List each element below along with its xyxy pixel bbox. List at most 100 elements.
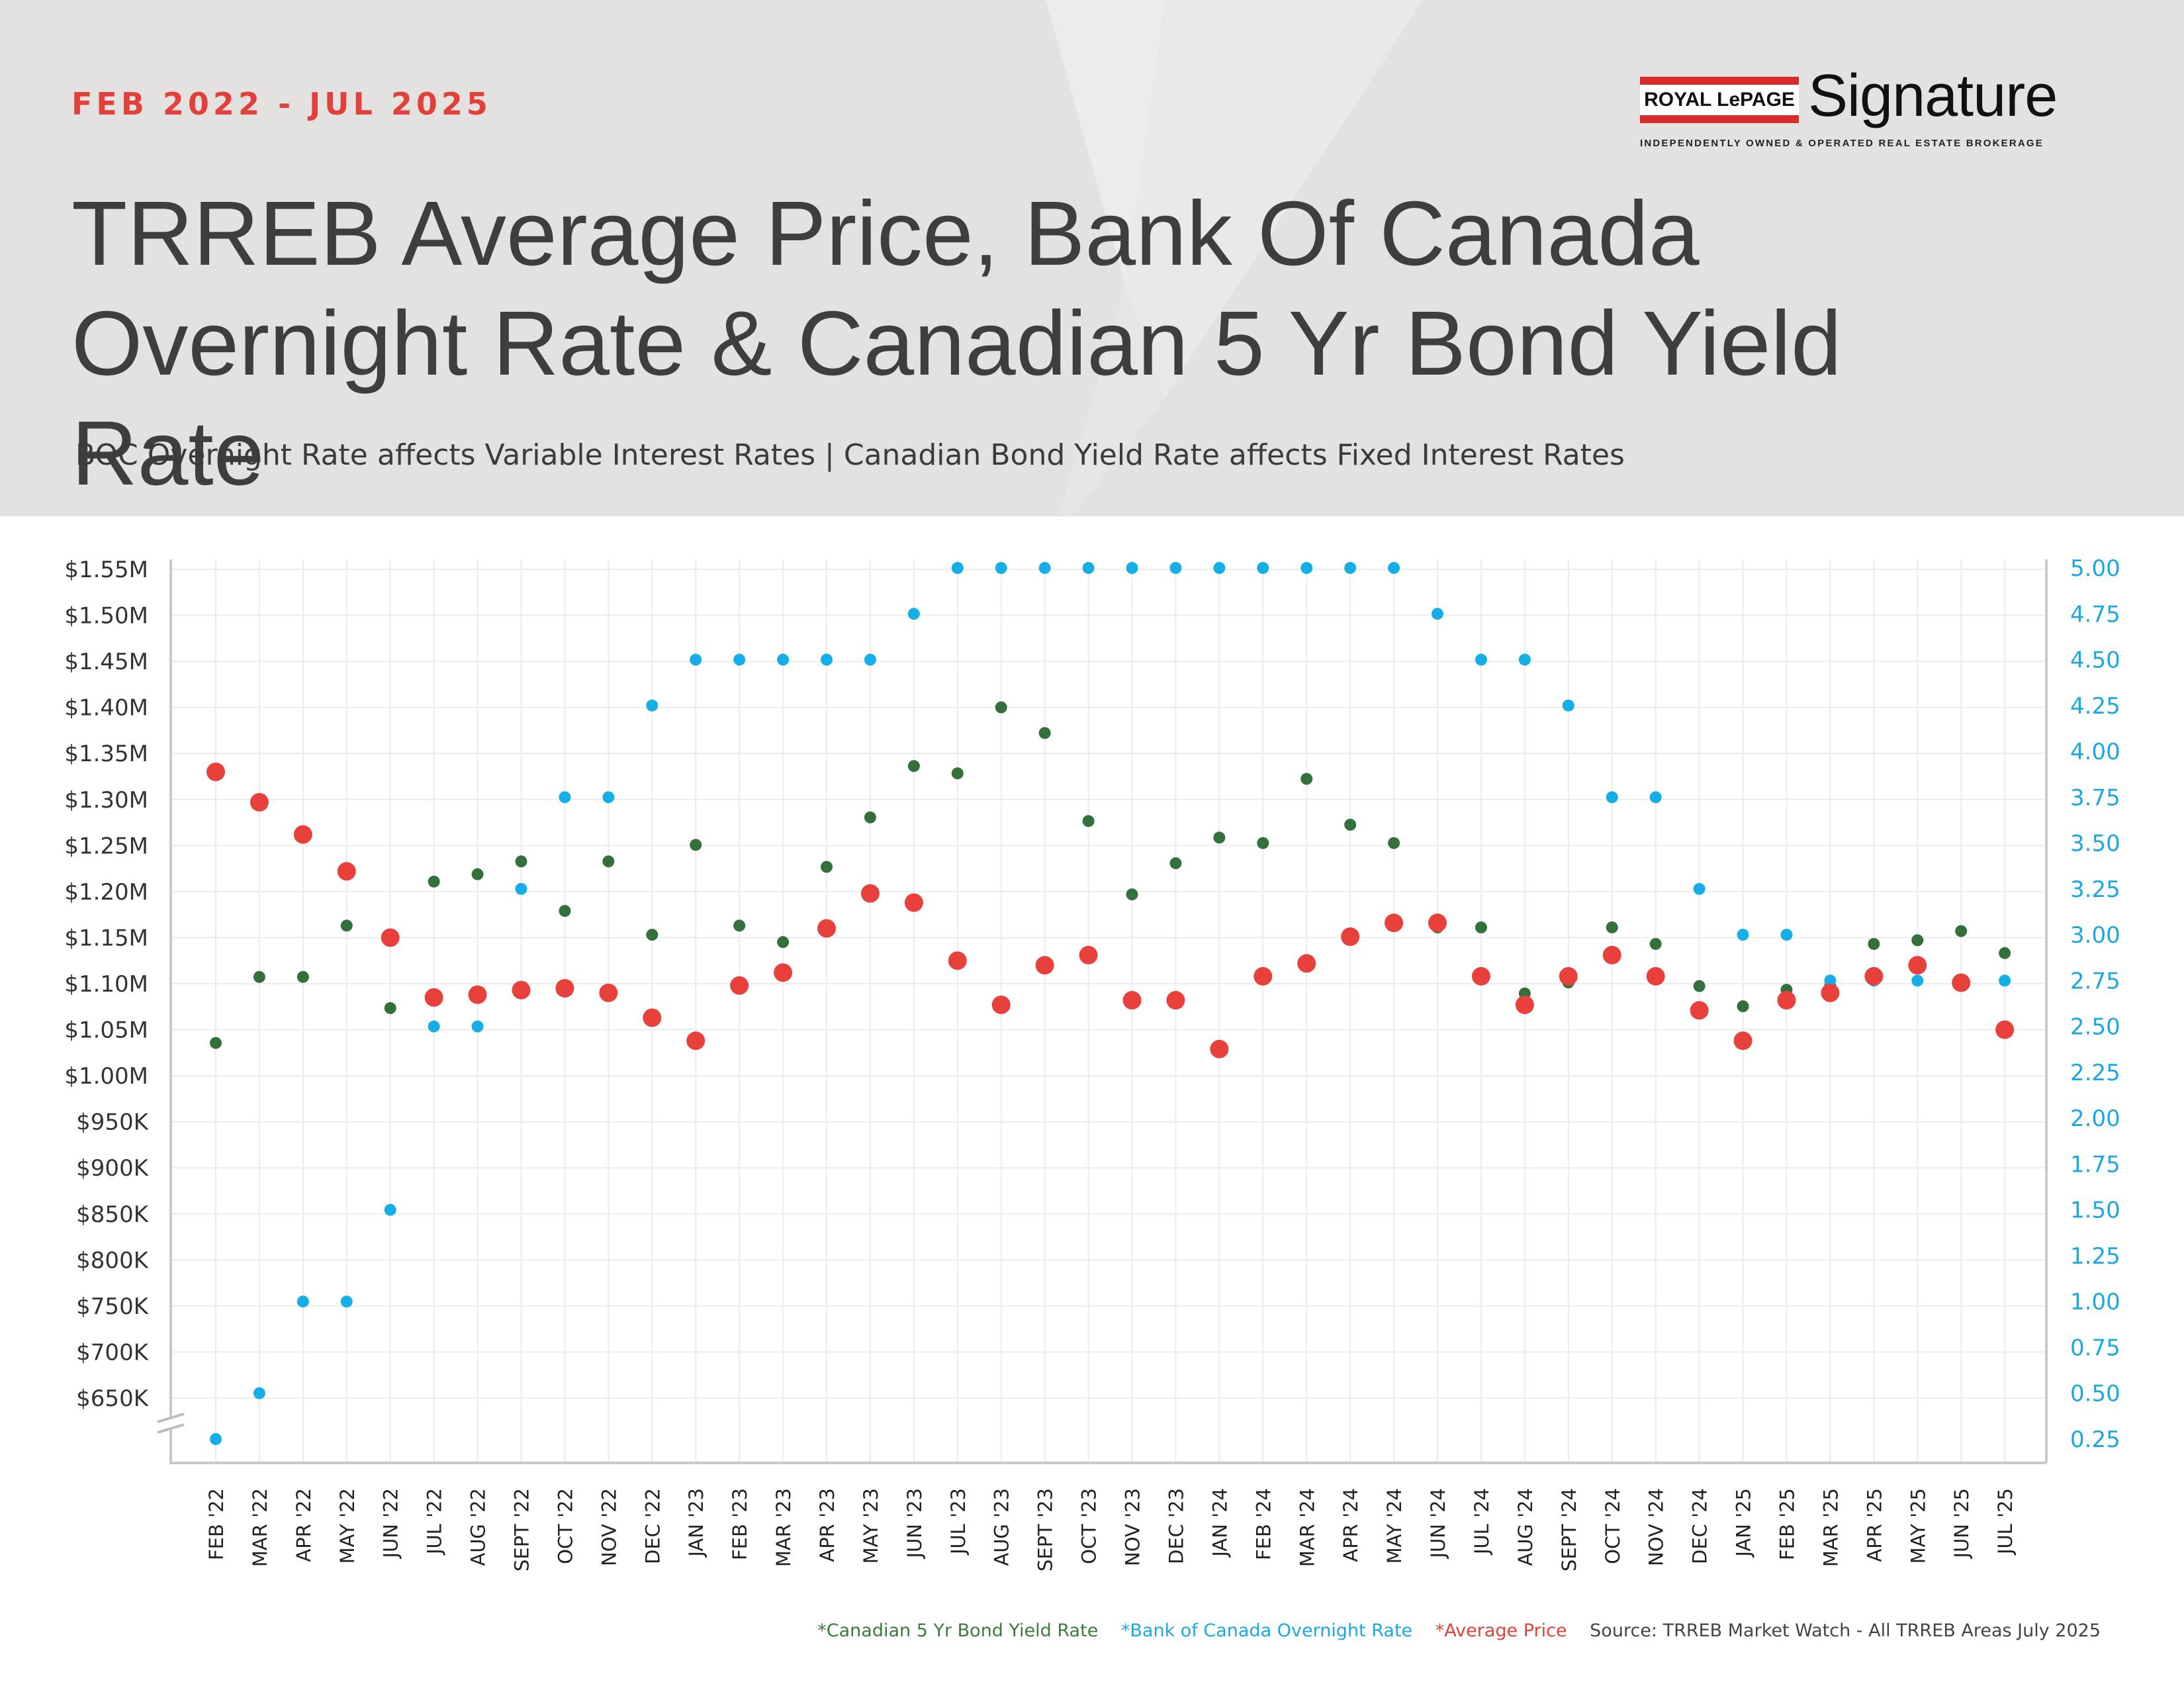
right-tick-label: 1.75 [2070, 1151, 2120, 1178]
average-price-point [1864, 966, 1884, 986]
average-price-point [1166, 991, 1185, 1010]
x-tick-label: JUL '23 [947, 1488, 970, 1556]
x-tick-label: NOV '24 [1645, 1488, 1668, 1566]
left-tick-label: $1.05M [64, 1017, 148, 1044]
x-tick-label: SEPT '24 [1558, 1488, 1580, 1571]
boc-rate-point [951, 562, 964, 574]
bond-yield-point [384, 1002, 396, 1014]
right-tick-label: 4.50 [2070, 647, 2120, 674]
average-price-point [1952, 973, 1971, 992]
bond-yield-point [646, 929, 659, 941]
bond-yield-point [690, 839, 702, 851]
x-tick-label: MAR '24 [1296, 1488, 1318, 1567]
average-price-point [1559, 966, 1578, 986]
boc-rate-point [690, 653, 702, 666]
average-price-point [1341, 927, 1360, 947]
bond-yield-point [1606, 921, 1618, 934]
axis-break-mark [157, 1413, 185, 1423]
x-tick-label: AUG '23 [991, 1488, 1013, 1566]
x-tick-label: OCT '22 [554, 1488, 576, 1564]
right-tick-label: 4.75 [2070, 601, 2120, 628]
boc-rate-point [1169, 562, 1182, 574]
bond-yield-point [1737, 1000, 1749, 1013]
bond-yield-point [471, 868, 484, 880]
chart-axes [157, 559, 2048, 1464]
left-axis-labels: $650K $700K $750K $800K $850K $900K $950K $1.00… [64, 557, 149, 1412]
average-price-point [599, 983, 618, 1002]
bond-yield-point [1300, 773, 1313, 785]
left-tick-label: $850K [76, 1201, 150, 1228]
x-tick-label: MAR '25 [1819, 1488, 1842, 1567]
left-tick-label: $700K [76, 1339, 150, 1366]
boc-rate-point [1432, 608, 1444, 620]
x-tick-label: JUN '24 [1427, 1488, 1449, 1560]
right-tick-label: 0.50 [2070, 1381, 2120, 1407]
x-tick-label: AUG '24 [1514, 1488, 1537, 1566]
bond-yield-point [907, 760, 920, 773]
left-tick-label: $1.10M [64, 971, 148, 998]
x-tick-label: JUN '25 [1950, 1488, 1973, 1560]
boc-rate-point [384, 1203, 396, 1216]
x-tick-label: APR '25 [1863, 1488, 1886, 1562]
average-price-point [643, 1008, 662, 1027]
x-tick-label: MAR '23 [772, 1488, 795, 1567]
average-price-point [1035, 956, 1054, 975]
bond-yield-point [1475, 921, 1487, 934]
boc-rate-point [1257, 562, 1269, 574]
bond-yield-point [1082, 815, 1095, 827]
average-price-point [774, 963, 793, 982]
boc-rate-point [646, 699, 659, 712]
boc-rate-point [1126, 562, 1138, 574]
boc-rate-point [1300, 562, 1313, 574]
bond-yield-point [1213, 831, 1226, 844]
logo-box: ROYAL LePAGE [1640, 77, 1799, 123]
left-tick-label: $1.25M [64, 833, 148, 859]
average-price-point [1471, 966, 1490, 986]
bond-yield-point [602, 855, 615, 868]
date-range: FEB 2022 - JUL 2025 [71, 86, 492, 122]
x-tick-label: NOV '23 [1122, 1488, 1144, 1566]
bond-yield-point [1038, 727, 1051, 739]
right-tick-label: 3.50 [2070, 831, 2120, 857]
left-tick-label: $1.45M [64, 649, 148, 675]
scatter-chart: $650K $700K $750K $800K $850K $900K $950K $1.00… [64, 555, 2120, 1571]
boc-rate-point [515, 882, 527, 895]
bond-yield-point [777, 936, 790, 949]
average-price-point [381, 928, 400, 947]
average-price-point [1602, 945, 1621, 964]
average-price-point [948, 951, 967, 970]
boc-rate-point [1082, 562, 1095, 574]
average-price-point [1733, 1031, 1752, 1051]
boc-rate-point [1911, 974, 1924, 987]
x-tick-label: SEPT '22 [511, 1488, 533, 1571]
chart-legend: *Canadian 5 Yr Bond Yield Rate *Bank of … [800, 1620, 2101, 1641]
right-tick-label: 2.25 [2070, 1060, 2120, 1086]
right-tick-label: 0.75 [2070, 1335, 2120, 1361]
average-price-point [1646, 966, 1665, 986]
bond-yield-point [559, 905, 571, 917]
average-price-point [424, 988, 443, 1007]
boc-rate-point [296, 1295, 309, 1308]
legend-bond-yield: *Canadian 5 Yr Bond Yield Rate [817, 1620, 1099, 1641]
left-tick-label: $900K [76, 1155, 150, 1182]
bond-yield-point [995, 701, 1007, 714]
bond-yield-point [1257, 837, 1269, 849]
left-tick-label: $1.15M [64, 925, 148, 951]
x-tick-label: OCT '23 [1078, 1488, 1101, 1564]
bond-yield-point [821, 861, 833, 873]
average-price-point [1297, 954, 1316, 973]
x-tick-label: SEPT '23 [1034, 1488, 1057, 1571]
right-tick-label: 4.00 [2070, 739, 2120, 765]
bond-yield-point [340, 919, 353, 932]
x-tick-label: APR '24 [1340, 1488, 1362, 1562]
axis-break-mark [157, 1423, 185, 1434]
bond-yield-point [253, 970, 265, 983]
bond-yield-point [733, 919, 746, 932]
x-tick-label: JUN '23 [903, 1488, 926, 1560]
left-tick-label: $800K [76, 1247, 150, 1274]
boc-rate-point [733, 653, 746, 666]
boc-rate-point [1344, 562, 1357, 574]
average-price-point [1995, 1020, 2015, 1039]
average-price-point [1210, 1039, 1229, 1058]
left-tick-label: $1.35M [64, 741, 148, 767]
